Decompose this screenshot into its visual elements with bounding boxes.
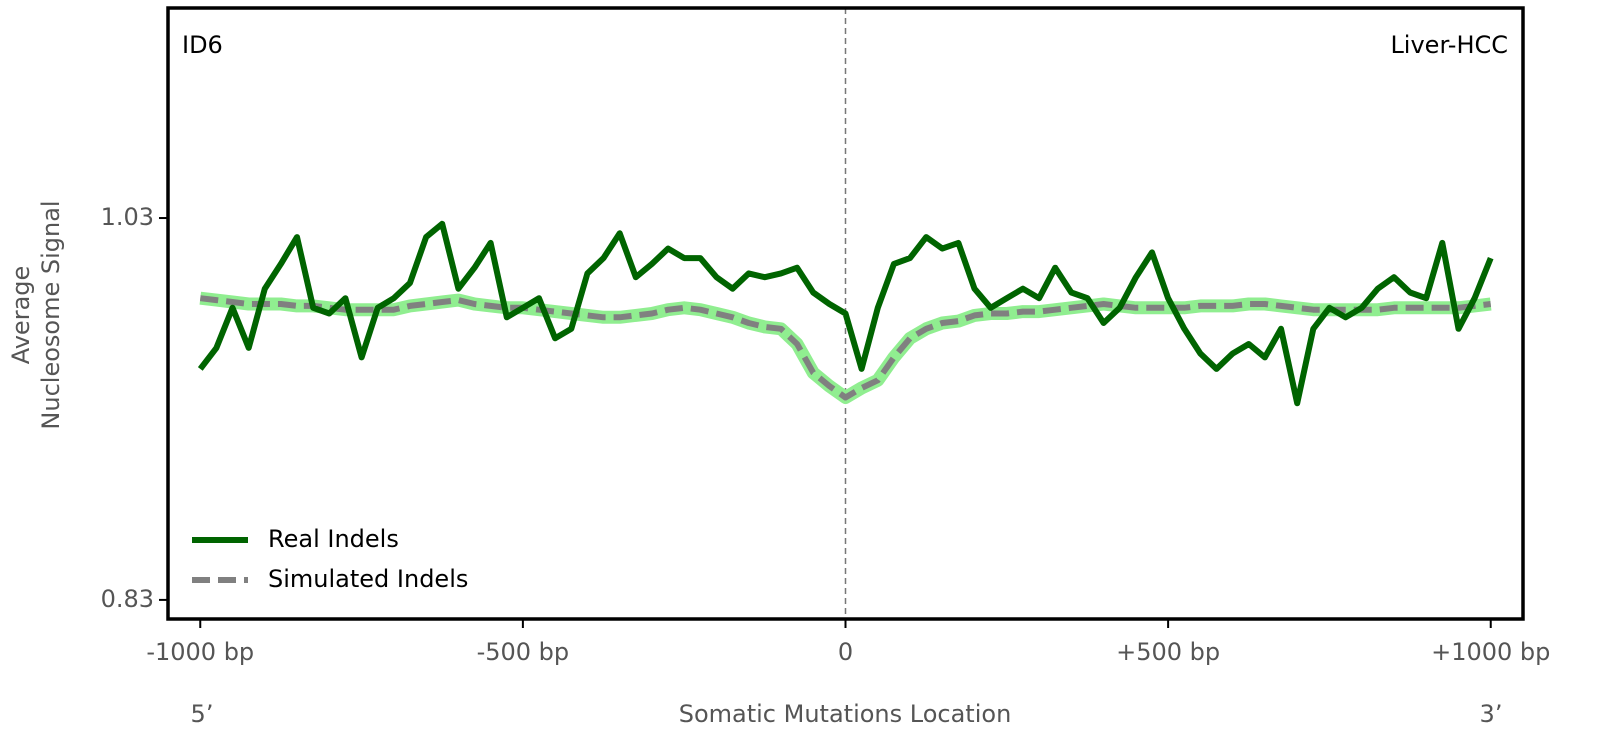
panel-label: Liver-HCC xyxy=(1390,31,1508,59)
y-tick-label: 1.03 xyxy=(101,203,154,231)
legend-label: Simulated Indels xyxy=(268,565,468,593)
series-line xyxy=(199,295,1492,401)
strand-label: 5’ xyxy=(191,700,214,728)
panel-label: ID6 xyxy=(182,31,223,59)
y-tick-label: 0.83 xyxy=(101,585,154,613)
series-line xyxy=(197,220,1494,407)
x-tick-label: -500 bp xyxy=(477,638,570,666)
plot-frame xyxy=(166,6,1525,621)
x-tick-label: +1000 bp xyxy=(1431,638,1550,666)
y-axis-title: Nucleosome Signal xyxy=(37,200,65,429)
y-axis-title: Average xyxy=(7,266,35,365)
x-tick-label: +500 bp xyxy=(1116,638,1220,666)
x-tick-label: 0 xyxy=(838,638,853,666)
x-axis-title: Somatic Mutations Location xyxy=(679,700,1012,728)
legend-label: Real Indels xyxy=(268,525,399,553)
x-tick-label: -1000 bp xyxy=(146,638,254,666)
strand-label: 3’ xyxy=(1480,700,1503,728)
